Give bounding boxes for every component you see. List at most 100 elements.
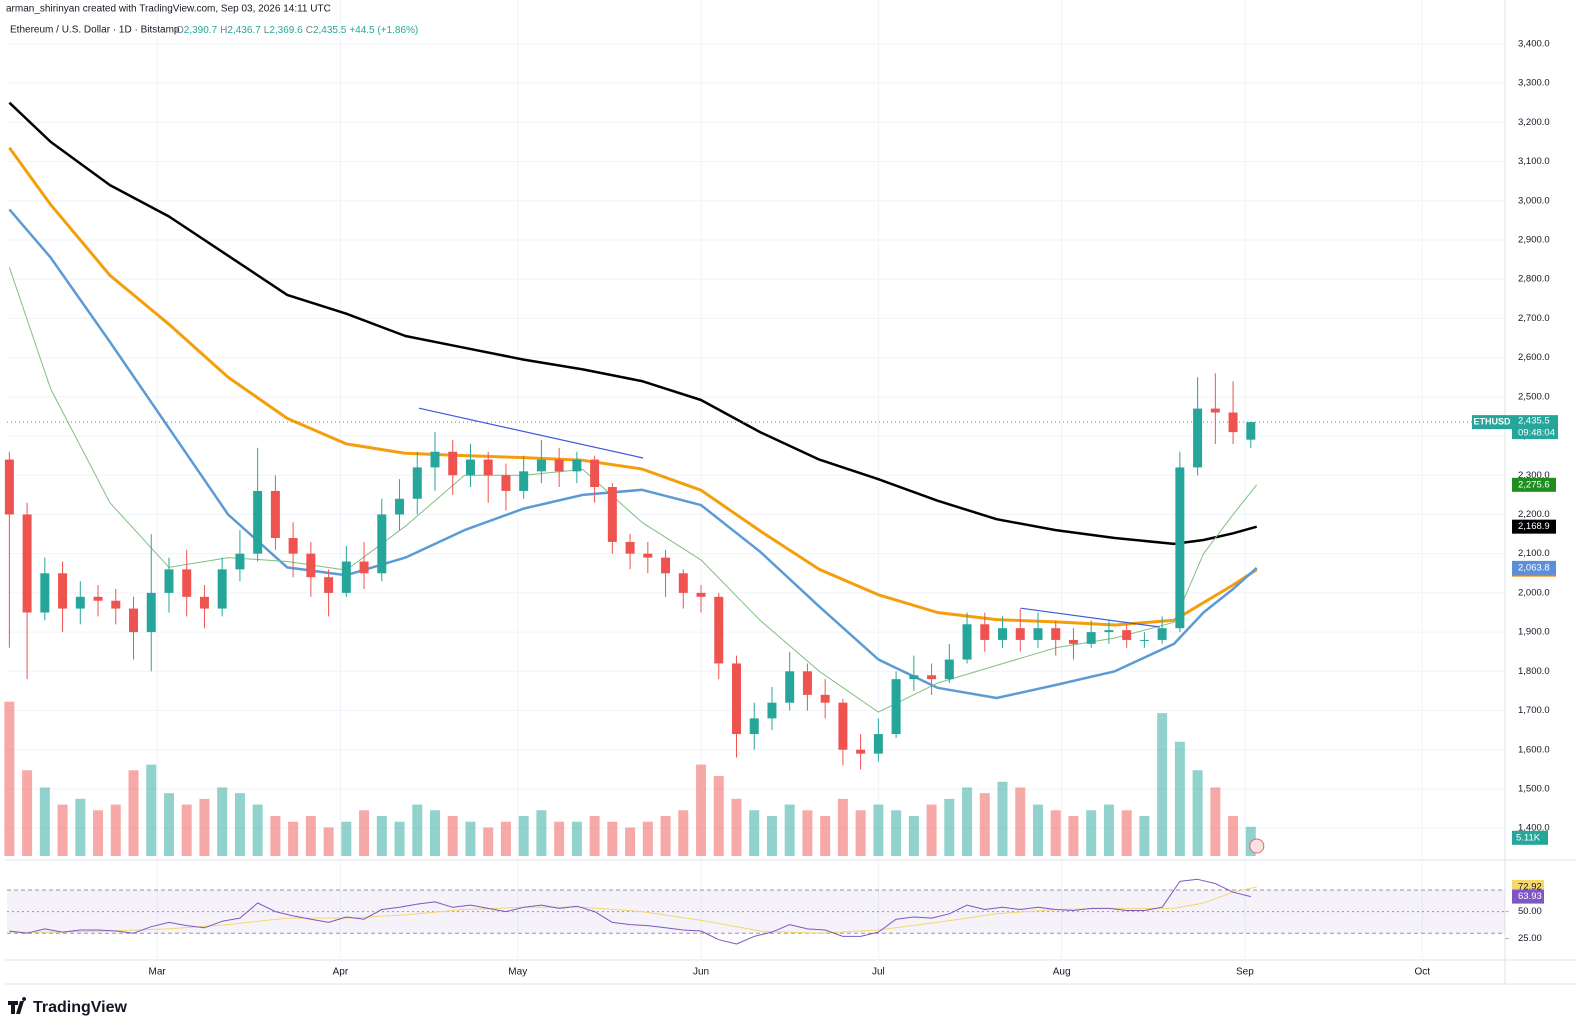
candle-body — [40, 573, 50, 613]
legend-key: L — [264, 25, 270, 36]
volume-bar — [465, 821, 476, 856]
candle-body — [1210, 408, 1220, 413]
ma-badge — [1512, 519, 1556, 534]
candle-body — [607, 487, 617, 542]
volume-bar — [110, 804, 121, 856]
volume-bar — [500, 821, 511, 856]
volume-bar — [22, 770, 33, 856]
ohlc-legend: O2,390.7 H2,436.7 L2,369.6 C2,435.5 +44.5 (+… — [176, 25, 418, 36]
chart-title: Ethereum / U.S. Dollar · 1D · Bitstamp — [10, 25, 180, 36]
volume-bar — [802, 810, 813, 856]
candle-body — [731, 663, 741, 735]
volume-bar — [305, 816, 316, 856]
volume-bar — [252, 804, 263, 856]
candle-body — [643, 553, 653, 558]
candle-body — [714, 596, 724, 664]
legend-value: 2,436.7 — [227, 25, 261, 36]
volume-bar — [1139, 816, 1150, 856]
rsi-band — [7, 890, 1505, 934]
candle-body — [129, 608, 139, 633]
volume-bar — [359, 810, 370, 856]
volume-bar — [57, 804, 68, 856]
volume-bar — [1086, 810, 1097, 856]
x-tick-label: Jul — [872, 967, 885, 978]
y-tick-label: 3,300.0 — [1518, 78, 1550, 89]
candle-body — [4, 459, 14, 515]
candle-body — [661, 557, 671, 574]
candle-body — [1051, 628, 1061, 640]
ma-label: 2,063.8 — [1518, 562, 1550, 573]
candle-body — [856, 749, 866, 754]
y-tick-label: 3,400.0 — [1518, 38, 1550, 49]
volume-bar — [607, 821, 618, 856]
volume-bar — [589, 816, 600, 856]
candle-body — [909, 675, 919, 680]
candle-body — [749, 718, 759, 735]
candle-body — [182, 569, 192, 597]
volume-bar — [1210, 787, 1221, 856]
volume-bar — [323, 827, 334, 856]
last-price-label: 2,435.5 — [1518, 416, 1550, 427]
volume-bar — [483, 827, 494, 856]
volume-bar — [288, 821, 299, 856]
candle-body — [377, 514, 387, 574]
candle-body — [873, 734, 883, 754]
candle-body — [519, 471, 529, 491]
volume-bar — [731, 798, 742, 856]
candle-body — [75, 596, 85, 609]
volume-bar — [75, 798, 86, 856]
y-tick-label: 1,500.0 — [1518, 783, 1550, 794]
rsi-pane — [5, 862, 1505, 958]
candle-body — [1122, 630, 1132, 640]
volume-bar — [376, 816, 387, 856]
volume-bar — [997, 781, 1008, 856]
candle-body — [395, 498, 405, 515]
volume-bar — [1157, 713, 1168, 856]
candle-body — [359, 561, 369, 574]
y-tick-label: 1,600.0 — [1518, 744, 1550, 755]
volume-bar — [4, 701, 15, 856]
candle-body — [288, 537, 298, 554]
candle-body — [483, 459, 493, 476]
candle-body — [802, 671, 812, 695]
brand-logo — [8, 997, 27, 1014]
volume-bar — [642, 821, 653, 856]
volume-bar — [1050, 810, 1061, 856]
rsi-tick-label: 25.00 — [1518, 933, 1542, 944]
volume-bar — [199, 798, 210, 856]
candle-body — [1175, 467, 1185, 629]
y-tick-label: 1,700.0 — [1518, 705, 1550, 716]
candle-body — [412, 467, 422, 499]
volume-bar — [1245, 826, 1256, 856]
candle-body — [430, 451, 440, 468]
candle-body — [962, 624, 972, 660]
candle-body — [536, 459, 546, 472]
volume-bar — [93, 810, 104, 856]
candle-body — [253, 490, 263, 554]
price-badge — [1512, 415, 1558, 440]
candle-body — [199, 596, 209, 609]
candle-body — [554, 459, 564, 472]
volume-bar — [430, 810, 440, 856]
y-tick-label: 2,900.0 — [1518, 234, 1550, 245]
candle-body — [111, 600, 121, 609]
candle-body — [1246, 422, 1256, 440]
volume-bar — [1192, 770, 1203, 856]
candle-body — [448, 451, 458, 476]
y-tick-label: 2,500.0 — [1518, 391, 1550, 402]
volume-bar — [163, 793, 174, 856]
candle-body — [572, 459, 582, 472]
volume-bar — [536, 810, 547, 856]
volume-bar — [518, 816, 529, 856]
volume-bar — [713, 776, 724, 856]
legend-key: C — [306, 25, 313, 36]
candle-body — [1193, 408, 1203, 468]
candle-body — [1068, 639, 1078, 644]
candle-body — [341, 561, 351, 593]
volume-bar — [1015, 787, 1026, 856]
volume-bar — [128, 770, 139, 856]
candle-body — [891, 679, 901, 735]
volume-bar — [696, 764, 707, 856]
y-tick-label: 1,900.0 — [1518, 627, 1550, 638]
